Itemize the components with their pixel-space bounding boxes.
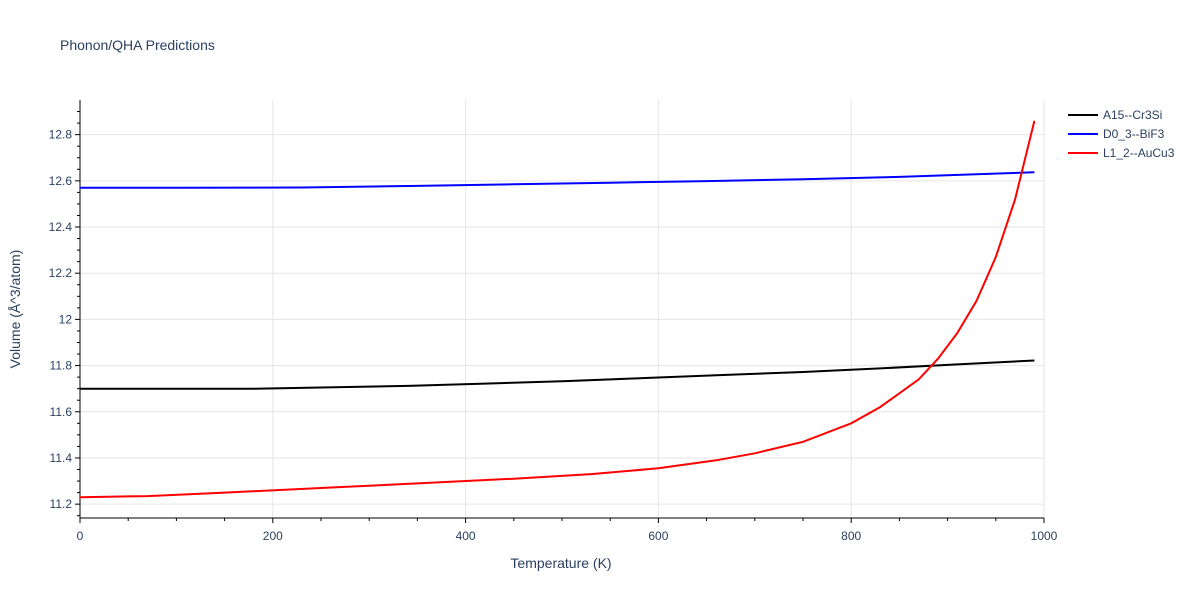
y-tick-label: 12 xyxy=(59,312,73,326)
legend-label: D0_3--BiF3 xyxy=(1103,127,1165,141)
y-tick-label: 11.4 xyxy=(50,451,73,465)
y-tick-label: 11.6 xyxy=(50,405,73,419)
y-axis-title: Volume (Å^3/atom) xyxy=(7,250,23,369)
series-line-l1-2-aucu3 xyxy=(80,120,1036,499)
x-tick-label: 400 xyxy=(456,529,476,543)
legend-label: A15--Cr3Si xyxy=(1103,108,1162,122)
y-tick-label: 12.6 xyxy=(49,174,73,188)
legend-label: L1_2--AuCu3 xyxy=(1103,146,1175,160)
series-line-a15-cr3si xyxy=(80,359,1035,390)
series-line-d0-3-bif3 xyxy=(80,171,1035,189)
y-tick-label: 12.8 xyxy=(49,128,73,142)
x-tick-label: 0 xyxy=(77,529,84,543)
y-tick-label: 12.2 xyxy=(49,266,73,280)
x-tick-label: 800 xyxy=(841,529,861,543)
axes: 0 200 400 600 800 1000 11.2 11.4 11.6 11.8 12 12.2 1… xyxy=(49,100,1058,543)
series-lines xyxy=(80,120,1036,499)
grid-lines xyxy=(80,100,1045,518)
y-tick-label: 11.8 xyxy=(50,359,73,373)
y-tick-label: 11.2 xyxy=(50,497,73,511)
x-tick-label: 600 xyxy=(648,529,668,543)
y-tick-label: 12.4 xyxy=(49,220,73,234)
legend-item[interactable]: A15--Cr3Si xyxy=(1068,108,1162,122)
legend[interactable]: A15--Cr3Si D0_3--BiF3 L1_2--AuCu3 xyxy=(1068,108,1175,160)
chart-title: Phonon/QHA Predictions xyxy=(60,37,215,53)
x-tick-label: 1000 xyxy=(1031,529,1058,543)
legend-item[interactable]: D0_3--BiF3 xyxy=(1068,127,1165,141)
x-tick-label: 200 xyxy=(263,529,283,543)
x-axis-title: Temperature (K) xyxy=(510,555,611,571)
legend-item[interactable]: L1_2--AuCu3 xyxy=(1068,146,1175,160)
